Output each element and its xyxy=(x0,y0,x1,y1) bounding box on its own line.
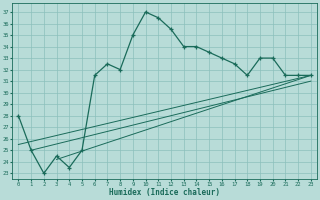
X-axis label: Humidex (Indice chaleur): Humidex (Indice chaleur) xyxy=(109,188,220,197)
